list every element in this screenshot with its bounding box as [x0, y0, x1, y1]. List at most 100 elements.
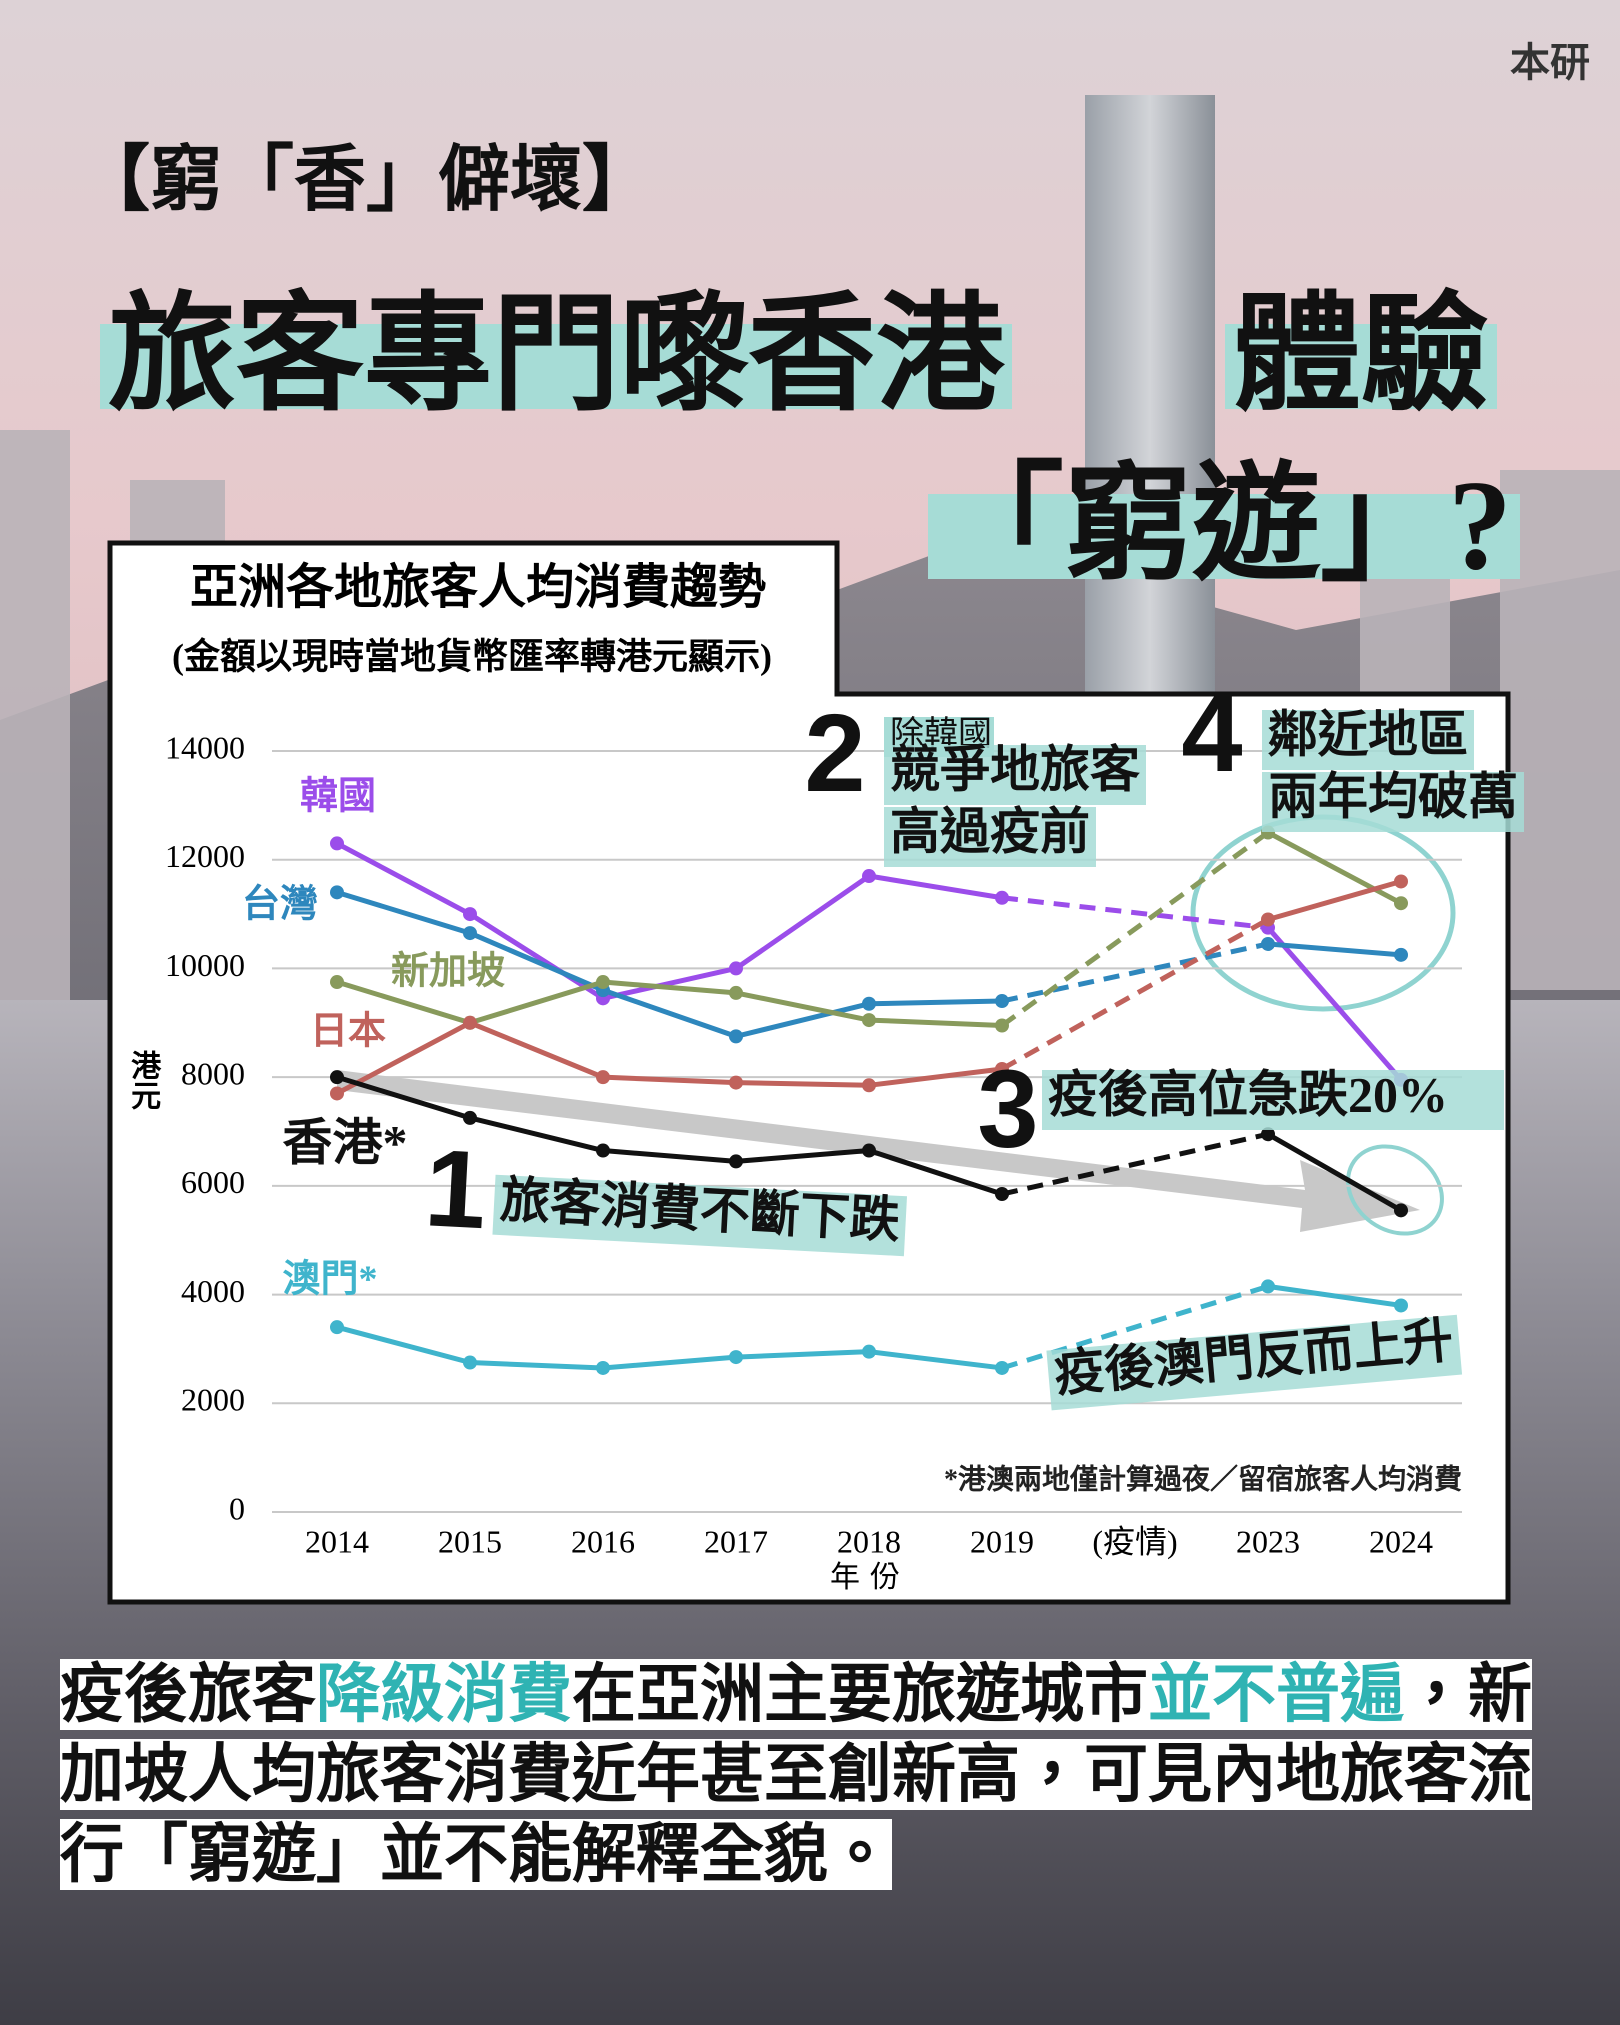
point: [330, 975, 344, 990]
headline-part: 體驗: [1225, 284, 1498, 426]
point: [729, 1029, 743, 1044]
series-line: [1267, 941, 1402, 958]
point: [995, 1018, 1009, 1033]
point: [463, 926, 477, 941]
annotation-bg: [1262, 710, 1474, 770]
point: [729, 1075, 743, 1090]
annotation-text: 競爭地旅客: [890, 741, 1140, 797]
point: [1261, 936, 1275, 951]
annotation-bg: [1262, 772, 1524, 832]
brand: 本研: [1510, 41, 1590, 85]
series-label: 香港*: [283, 1114, 408, 1170]
point: [1261, 912, 1275, 927]
body-text: 疫後旅客降級消費在亞洲主要旅遊城市並不普遍，新加坡人均旅客消費近年甚至創新高，可…: [60, 1655, 1580, 1895]
point: [1261, 1127, 1275, 1142]
series-label: 澳門*: [282, 1259, 377, 1301]
body-segment: 在亞洲主要旅遊城市: [572, 1659, 1148, 1730]
building: [1500, 470, 1620, 990]
point: [463, 1355, 477, 1370]
point: [330, 1320, 344, 1335]
point: [596, 1070, 610, 1085]
x-tick-label: 2019: [970, 1523, 1034, 1559]
point: [729, 985, 743, 1000]
point: [330, 1070, 344, 1085]
point: [862, 996, 876, 1011]
point: [596, 1360, 610, 1375]
point: [1394, 874, 1408, 889]
point: [330, 1086, 344, 1101]
point: [862, 1344, 876, 1359]
series-label: 台灣: [242, 884, 318, 926]
point: [729, 961, 743, 976]
point: [596, 975, 610, 990]
series-label: 新加坡: [391, 951, 505, 993]
tag: 【窮「香」僻壞】: [78, 140, 655, 220]
x-tick-label: (疫情): [1092, 1523, 1177, 1559]
y-tick-label: 14000: [165, 729, 245, 765]
point: [330, 836, 344, 851]
annotation-bg: [884, 745, 1146, 805]
annotation-text: 高過疫前: [890, 803, 1090, 859]
point: [330, 885, 344, 900]
annotation-text: 鄰近地區: [1268, 706, 1468, 762]
footnote: *港澳兩地僅計算過夜／留宿旅客人均消費: [944, 1462, 1462, 1495]
chart-title: 亞洲各地旅客人均消費趨勢: [190, 561, 766, 614]
body-segment: 並不普遍: [1148, 1659, 1404, 1730]
y-tick-label: 12000: [165, 838, 245, 874]
y-tick-label: 8000: [181, 1055, 245, 1091]
series-line: [336, 1324, 1003, 1371]
y-tick-label: 10000: [165, 947, 245, 983]
series-line: [336, 1074, 1003, 1197]
series-line: [1266, 830, 1403, 906]
headline: 旅客專門嚟香港: [100, 284, 1013, 426]
highlight-circle: [1346, 1144, 1444, 1236]
annotation-text: 兩年均破萬: [1268, 768, 1518, 824]
point: [729, 1350, 743, 1365]
annotation-text: 疫後高位急跌20%: [1048, 1066, 1448, 1122]
series-line: [336, 979, 1003, 1028]
annotation-bg: [884, 807, 1096, 867]
x-tick-label: 2024: [1369, 1523, 1433, 1559]
series-line: [1267, 879, 1402, 922]
series-line: [336, 889, 1003, 1039]
point: [596, 1143, 610, 1158]
gap-line: [1001, 895, 1269, 931]
annotation-number: 4: [1181, 672, 1242, 795]
x-tick-label: 2015: [438, 1523, 502, 1559]
point: [862, 869, 876, 884]
body-segment: 疫後旅客: [60, 1659, 316, 1730]
annotation-bg: [492, 1174, 908, 1257]
y-tick-label: 0: [229, 1490, 245, 1526]
point: [862, 1078, 876, 1093]
point: [1394, 896, 1408, 911]
point: [463, 907, 477, 922]
annotation-number: 2: [804, 692, 865, 815]
x-tick-label: 2023: [1236, 1523, 1300, 1559]
point: [995, 1061, 1009, 1076]
x-tick-label: 2014: [305, 1523, 369, 1559]
point: [862, 1143, 876, 1158]
series-line: [335, 841, 1003, 1001]
headline-part: 「窮遊」?: [927, 454, 1520, 596]
trend-arrow: [337, 1070, 1420, 1232]
annotation: 3 疫後高位急跌20%: [977, 1048, 1504, 1171]
y-tick-label: 2000: [181, 1382, 245, 1418]
x-axis-label: 年份: [830, 1561, 910, 1594]
y-tick-label: 6000: [181, 1164, 245, 1200]
annotation-bg: [1046, 1314, 1463, 1411]
point: [1261, 1279, 1275, 1294]
gap-line: [1001, 1131, 1269, 1197]
series-label: 韓國: [300, 776, 376, 818]
series-line: [335, 1020, 1003, 1096]
series-line: [1267, 1283, 1402, 1308]
point: [862, 1013, 876, 1028]
body-segment: 降級消費: [316, 1659, 572, 1730]
series-line: [1266, 926, 1403, 1082]
y-axis-label: 港元: [126, 1050, 161, 1111]
gap-line: [1001, 1284, 1269, 1371]
x-tick-label: 2016: [571, 1523, 635, 1559]
